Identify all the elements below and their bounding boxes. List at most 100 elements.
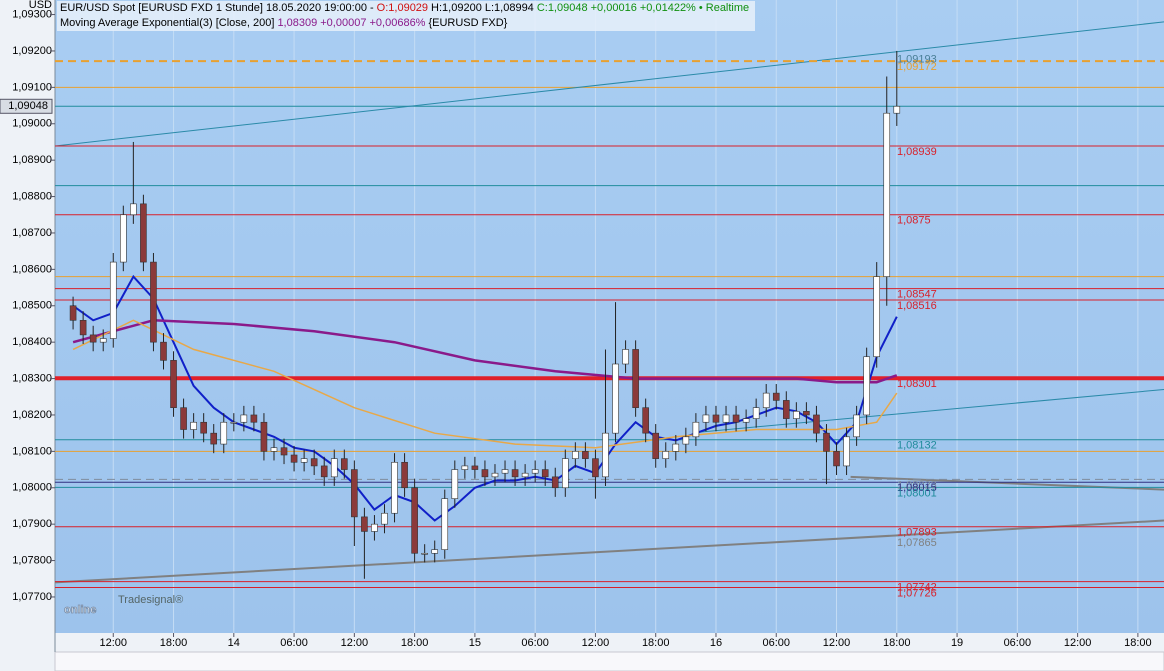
candle-body xyxy=(451,469,459,499)
candle-body xyxy=(200,421,207,434)
candle-body xyxy=(642,407,649,434)
time-axis-bg xyxy=(0,633,1164,652)
y-tick-label: 1,08300 xyxy=(12,372,52,384)
header-text: 1,08309 +0,00007 +0,00686% xyxy=(277,17,426,29)
y-tick-label: 1,08800 xyxy=(12,190,52,202)
candle-body xyxy=(622,349,629,365)
candle-body xyxy=(712,414,720,423)
candle-body xyxy=(461,465,469,470)
candle-body xyxy=(471,465,479,470)
x-tick-label: 18:00 xyxy=(642,637,670,649)
overview-strip xyxy=(54,651,1164,671)
header-text: {EURUSD FXD} xyxy=(428,17,508,29)
candle-body xyxy=(873,276,881,358)
candle-body xyxy=(351,469,358,518)
candle-body xyxy=(280,447,288,456)
header-text: O:1,09029 xyxy=(376,2,429,14)
plot-bg xyxy=(55,0,1164,633)
candle-body xyxy=(310,458,318,467)
x-tick-label: 12:00 xyxy=(341,637,369,649)
level-label: 1,08023 xyxy=(897,479,937,491)
candle-body xyxy=(572,451,579,459)
x-tick-label: 18:00 xyxy=(883,637,911,649)
level-label: 1,08516 xyxy=(897,300,937,312)
candle-body xyxy=(662,451,670,459)
candle-body xyxy=(692,421,700,438)
candle-body xyxy=(240,414,248,423)
level-label: 1,08001 xyxy=(897,487,937,499)
header-text: • Realtime xyxy=(698,2,750,14)
logo-small: Tradesignal® xyxy=(118,594,183,606)
candle-body xyxy=(210,432,218,445)
candle-body xyxy=(421,552,428,555)
candle-body xyxy=(893,105,901,114)
candle-body xyxy=(250,414,258,423)
y-tick-label: 1,08600 xyxy=(12,263,52,275)
candle-body xyxy=(823,432,830,452)
candle-body xyxy=(391,461,398,514)
candle-body xyxy=(592,458,599,478)
candle-body xyxy=(732,414,740,423)
trend-line xyxy=(699,388,1164,433)
y-tick-label: 1,08000 xyxy=(12,482,52,494)
level-label: 1,08939 xyxy=(897,146,937,158)
candle-body xyxy=(632,349,639,408)
x-tick-label: 18:00 xyxy=(1124,637,1152,649)
candle-body xyxy=(361,516,368,532)
candle-body xyxy=(652,432,660,459)
x-tick-label: 12:00 xyxy=(823,637,851,649)
candle-body xyxy=(89,334,97,343)
candle-body xyxy=(120,214,127,263)
candle-body xyxy=(160,341,167,361)
x-tick-label: 06:00 xyxy=(521,637,549,649)
last-price-label: 1,09048 xyxy=(8,100,48,112)
candle-body xyxy=(130,203,137,216)
candle-body xyxy=(69,305,77,321)
level-label: 1,07742 xyxy=(897,582,937,594)
candle-body xyxy=(431,549,439,554)
y-tick-label: 1,08200 xyxy=(12,409,52,421)
y-tick-label: 1,08500 xyxy=(12,300,52,312)
level-label: 1,07865 xyxy=(897,537,937,549)
candle-body xyxy=(562,458,569,489)
candle-body xyxy=(803,411,810,416)
logo: online xyxy=(64,604,96,616)
candle-body xyxy=(762,392,770,408)
header-line: Moving Average Exponential(3) [Close, 20… xyxy=(60,16,752,31)
trend-line xyxy=(55,21,1164,147)
level-label: 1,08301 xyxy=(897,378,937,390)
x-tick-label: 06:00 xyxy=(1004,637,1032,649)
y-tick-label: 1,09300 xyxy=(12,8,52,20)
candle-body xyxy=(833,451,840,467)
candle-body xyxy=(782,400,790,419)
header-text: H:1,09200 L:1,08994 xyxy=(431,2,534,14)
y-tick-label: 1,09000 xyxy=(12,118,52,130)
candle-body xyxy=(863,356,870,416)
candle-body xyxy=(491,472,499,478)
candle-body xyxy=(702,414,710,423)
y-tick-label: 1,08100 xyxy=(12,445,52,457)
candle-body xyxy=(672,443,680,452)
candle-body xyxy=(99,338,107,343)
y-tick-label: 1,08400 xyxy=(12,336,52,348)
plot xyxy=(55,0,1164,633)
candle-body xyxy=(521,472,529,478)
candle-body xyxy=(320,465,328,478)
candle-body xyxy=(511,469,519,478)
candle-body xyxy=(401,461,408,489)
candle-body xyxy=(109,261,117,339)
candle-body xyxy=(481,469,489,478)
candle-body xyxy=(290,454,298,463)
level-label: 1,08132 xyxy=(897,440,937,452)
candle-body xyxy=(381,512,388,525)
candle-body xyxy=(411,487,418,554)
y-tick-label: 1,09100 xyxy=(12,81,52,93)
candle-body xyxy=(230,421,238,424)
x-tick-label: 18:00 xyxy=(401,637,429,649)
candle-body xyxy=(180,407,187,430)
x-tick-label: 06:00 xyxy=(280,637,308,649)
chart-header: EUR/USD Spot [EURUSD FXD 1 Stunde] 18.05… xyxy=(57,1,756,31)
candle-body xyxy=(170,360,177,408)
